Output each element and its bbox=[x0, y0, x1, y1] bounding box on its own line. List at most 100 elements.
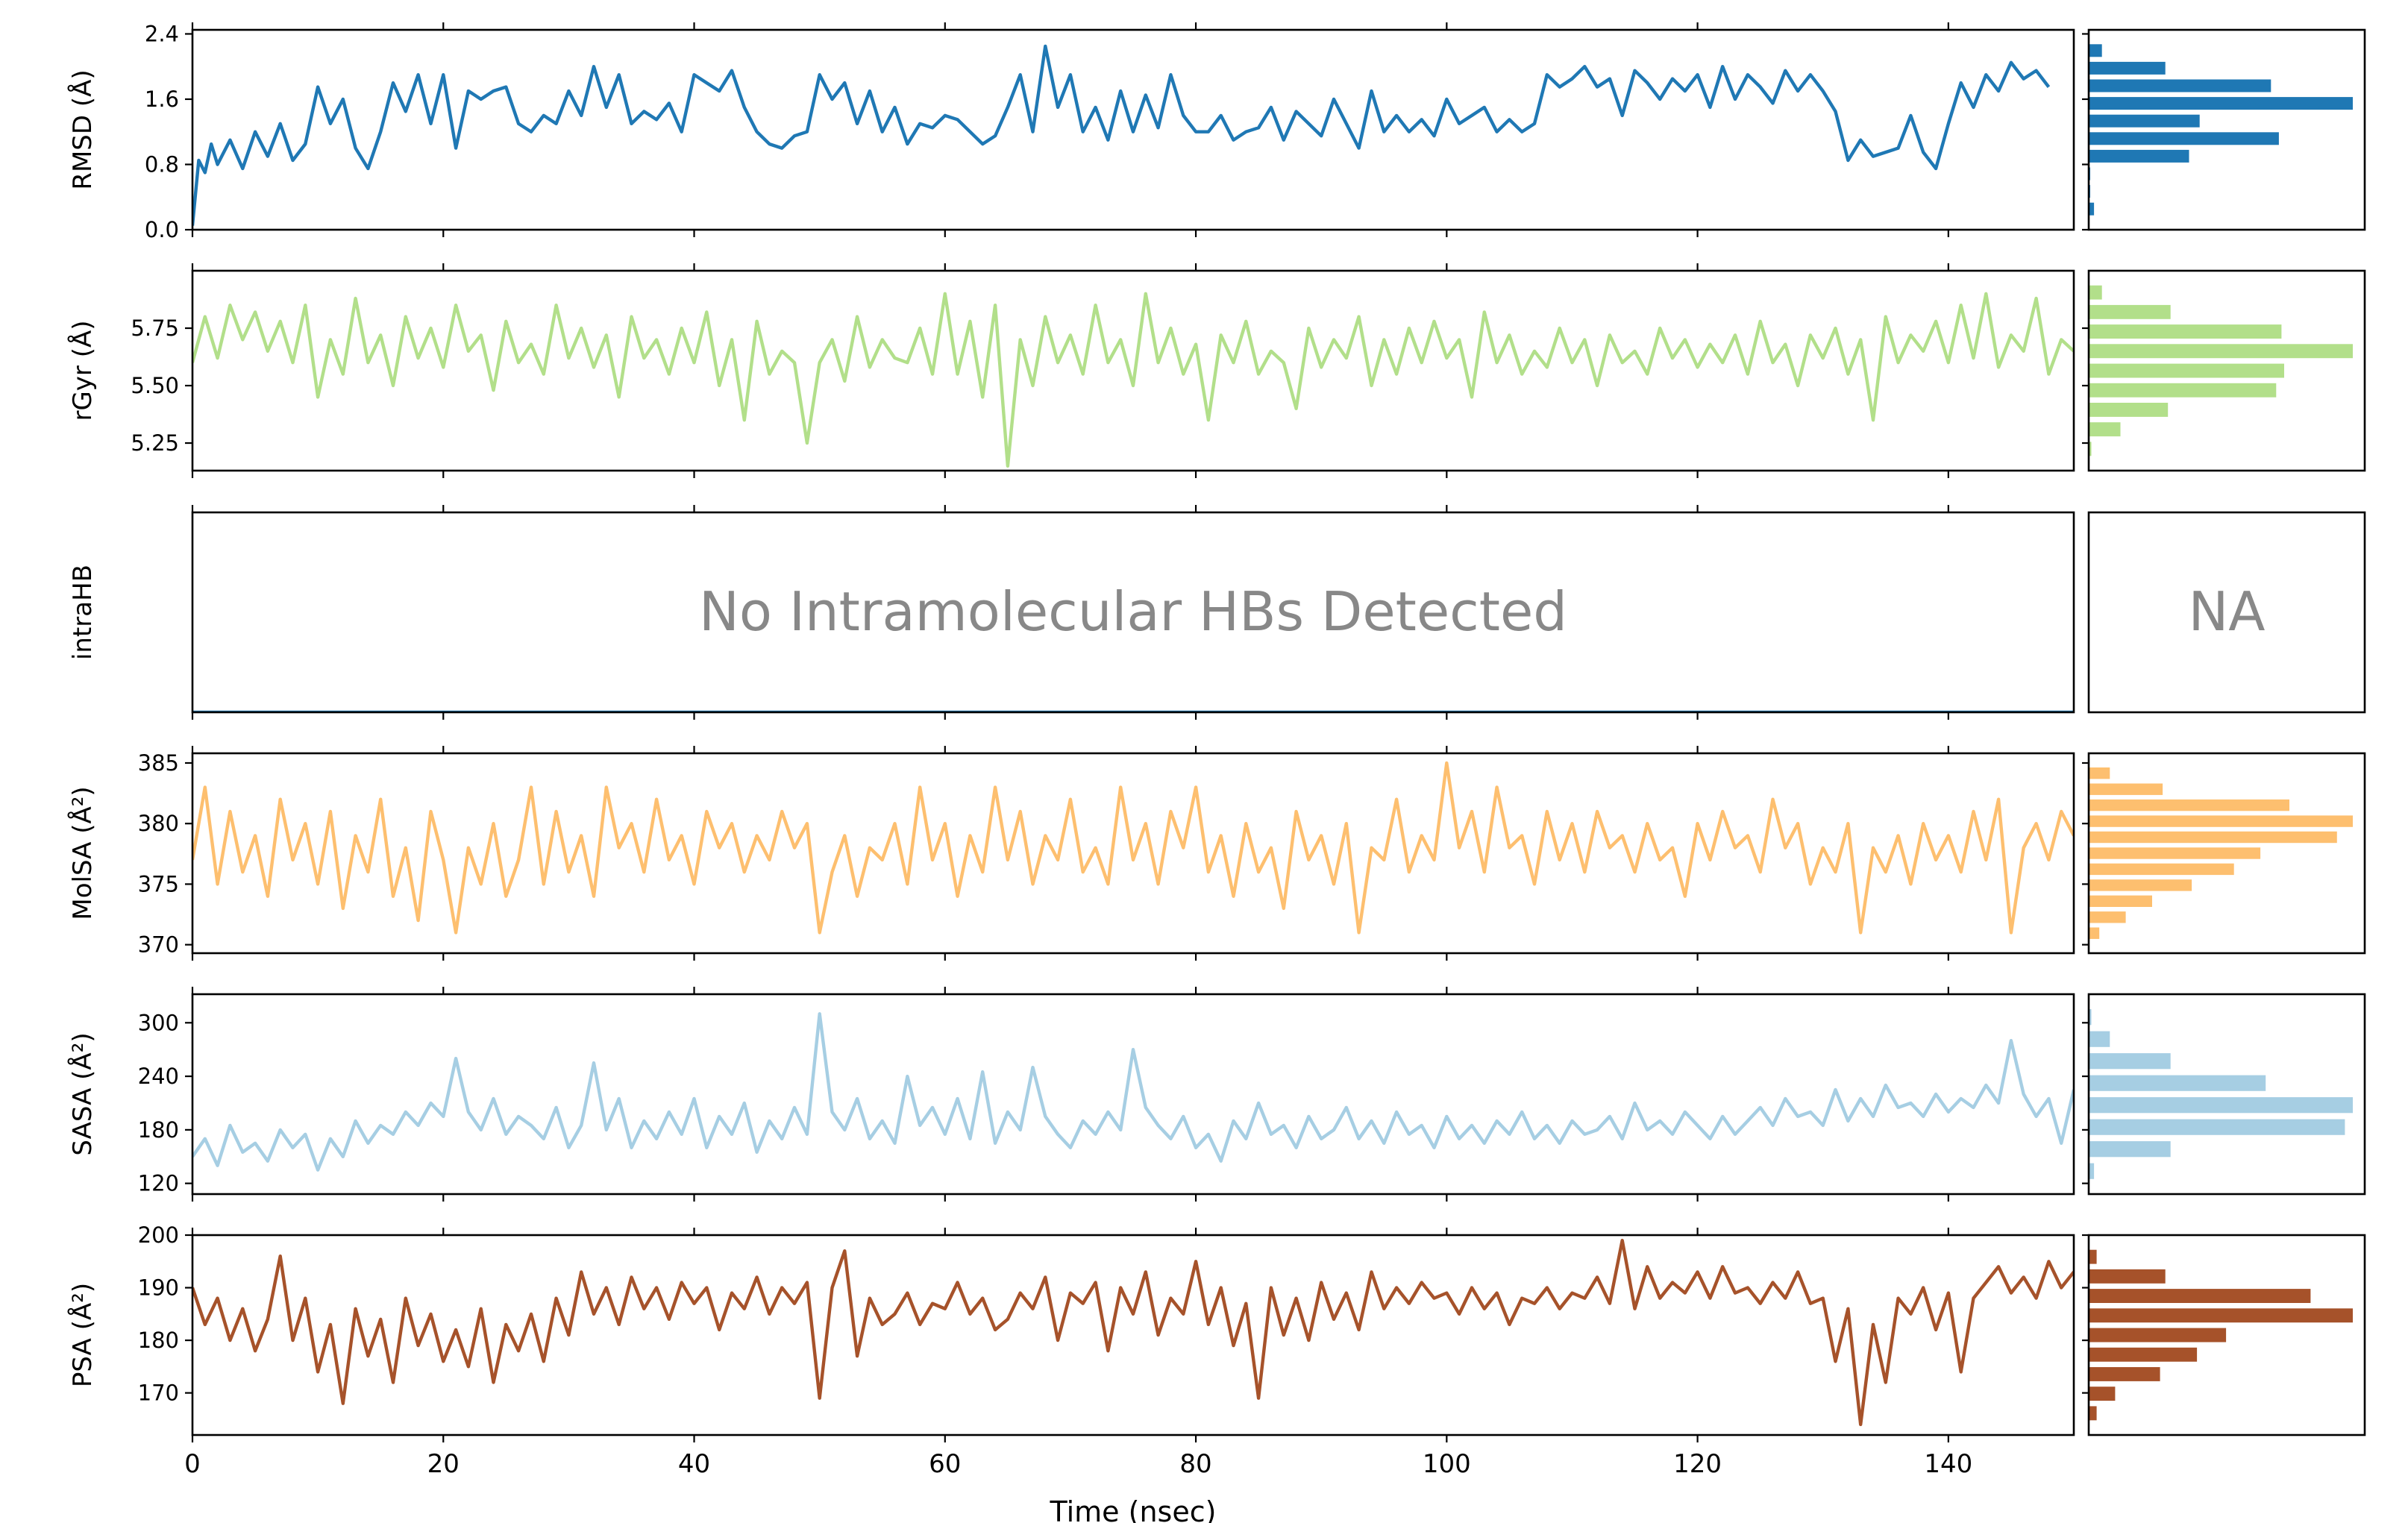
xtick-label: 120 bbox=[1673, 1449, 1722, 1479]
xtick-label: 0 bbox=[184, 1449, 201, 1479]
psa-hist-frame bbox=[2087, 1234, 2366, 1436]
molsa-hist-bar bbox=[2089, 783, 2163, 795]
sasa-ytick-label: 120 bbox=[138, 1171, 179, 1196]
rmsd-hist-bar bbox=[2089, 44, 2102, 57]
sasa-ytick-label: 240 bbox=[138, 1064, 179, 1089]
sasa-hist-bar bbox=[2089, 1141, 2171, 1158]
sasa-series-line bbox=[192, 1012, 2074, 1172]
rmsd-hist-bar bbox=[2089, 202, 2095, 216]
sasa-ytick-label: 300 bbox=[138, 1010, 179, 1035]
molsa-hist-bar bbox=[2089, 927, 2100, 939]
rgyr-series-line bbox=[192, 292, 2074, 468]
rgyr-hist-bar bbox=[2089, 304, 2171, 319]
panel-psa: 170 180 190 200 PSA (Å²) 0 20 40 60 80 100 120 140 bbox=[67, 1222, 2366, 1479]
xtick-label: 100 bbox=[1423, 1449, 1471, 1479]
sasa-hist-frame bbox=[2087, 993, 2366, 1196]
sasa-hist-bar bbox=[2089, 1097, 2353, 1114]
rmsd-ytick-label: 1.6 bbox=[145, 87, 179, 112]
xtick-label: 80 bbox=[1179, 1449, 1211, 1479]
molsa-hist-bar bbox=[2089, 799, 2289, 811]
rgyr-ytick-label: 5.50 bbox=[131, 373, 179, 398]
intrahb-hist-overlay-text: NA bbox=[2188, 580, 2265, 643]
molsa-hist-bar bbox=[2089, 879, 2192, 891]
psa-hist-bar bbox=[2089, 1308, 2353, 1323]
panel-rmsd: 0.0 0.8 1.6 2.4 RMSD (Å) bbox=[67, 21, 2366, 242]
rmsd-hist-bar bbox=[2089, 79, 2271, 92]
rgyr-hist-bar bbox=[2089, 422, 2121, 437]
psa-hist-bar bbox=[2089, 1249, 2097, 1264]
psa-ytick-label: 180 bbox=[138, 1328, 179, 1353]
sasa-ytick-label: 180 bbox=[138, 1117, 179, 1143]
rgyr-hist-bar bbox=[2089, 363, 2284, 378]
rmsd-hist-bar bbox=[2089, 114, 2200, 128]
psa-histogram bbox=[2082, 1234, 2366, 1436]
psa-hist-bar bbox=[2089, 1328, 2227, 1343]
rgyr-hist-bar bbox=[2089, 403, 2169, 417]
xtick-label: 140 bbox=[1924, 1449, 1972, 1479]
molsa-plot-frame bbox=[191, 752, 2075, 955]
intrahb-plot-frame bbox=[191, 511, 2075, 714]
molsa-hist-bar bbox=[2089, 767, 2110, 779]
sasa-hist-bar bbox=[2089, 1119, 2345, 1135]
rmsd-series-line bbox=[192, 44, 2051, 226]
rmsd-hist-frame bbox=[2087, 28, 2366, 231]
intrahb-ylabel: intraHB bbox=[68, 565, 98, 660]
psa-ylabel: PSA (Å²) bbox=[67, 1283, 98, 1387]
x-axis-label: Time (nsec) bbox=[1050, 1495, 1217, 1523]
molsa-ytick-label: 370 bbox=[138, 932, 179, 958]
xtick-label: 40 bbox=[678, 1449, 710, 1479]
molsa-ytick-label: 385 bbox=[138, 750, 179, 776]
molsa-hist-bar bbox=[2089, 847, 2261, 859]
rmsd-plot-frame bbox=[191, 28, 2075, 231]
rgyr-ytick-label: 5.25 bbox=[131, 430, 179, 456]
intrahb-hist-frame bbox=[2087, 511, 2366, 714]
molsa-ytick-label: 380 bbox=[138, 811, 179, 836]
sasa-hist-bar bbox=[2089, 1009, 2092, 1026]
sasa-plot-frame bbox=[191, 993, 2075, 1196]
panel-intrahb: intraHB No Intramolecular HBs Detected NA bbox=[68, 505, 2366, 720]
rmsd-hist-bar bbox=[2089, 97, 2353, 110]
panel-molsa: 370 375 380 385 MolSA (Å²) bbox=[67, 746, 2366, 961]
rmsd-hist-bar bbox=[2089, 61, 2166, 75]
molsa-ytick-label: 375 bbox=[138, 871, 179, 896]
molsa-hist-bar bbox=[2089, 815, 2353, 827]
rgyr-ylabel: rGyr (Å) bbox=[67, 320, 98, 421]
rgyr-hist-frame bbox=[2087, 269, 2366, 472]
psa-series-line bbox=[192, 1238, 2074, 1427]
molsa-histogram bbox=[2082, 752, 2366, 955]
rmsd-histogram bbox=[2082, 28, 2366, 231]
molsa-hist-bar bbox=[2089, 911, 2126, 923]
psa-ytick-label: 170 bbox=[138, 1381, 179, 1406]
psa-hist-bar bbox=[2089, 1406, 2097, 1421]
molsa-hist-frame bbox=[2087, 752, 2366, 955]
rmsd-ylabel: RMSD (Å) bbox=[67, 69, 98, 189]
rmsd-ytick-label: 2.4 bbox=[145, 21, 179, 46]
molsa-hist-bar bbox=[2089, 863, 2234, 876]
psa-ytick-label: 190 bbox=[138, 1275, 179, 1301]
rgyr-histogram bbox=[2082, 269, 2366, 472]
rgyr-hist-bar bbox=[2089, 324, 2282, 339]
psa-ytick-label: 200 bbox=[138, 1222, 179, 1248]
panel-rgyr: 5.25 5.50 5.75 rGyr (Å) bbox=[67, 263, 2366, 478]
rmsd-ytick-label: 0.0 bbox=[145, 217, 179, 242]
panel-sasa: 120 180 240 300 SASA (Å²) bbox=[67, 987, 2366, 1202]
intrahb-overlay-text: No Intramolecular HBs Detected bbox=[699, 580, 1567, 643]
rgyr-hist-bar bbox=[2089, 344, 2353, 359]
rgyr-ytick-label: 5.75 bbox=[131, 315, 179, 341]
panels-layer: 0.0 0.8 1.6 2.4 RMSD (Å) 5.25 5.50 5.75 rGyr (Å)… bbox=[67, 21, 2366, 1479]
rgyr-hist-bar bbox=[2089, 285, 2102, 300]
psa-hist-bar bbox=[2089, 1347, 2198, 1362]
intrahb-histogram: NA bbox=[2087, 511, 2366, 714]
xtick-label: 60 bbox=[929, 1449, 961, 1479]
rgyr-hist-bar bbox=[2089, 442, 2092, 456]
rmsd-hist-bar bbox=[2089, 132, 2279, 145]
sasa-ylabel: SASA (Å²) bbox=[67, 1032, 98, 1155]
molsa-series-line bbox=[192, 761, 2074, 935]
psa-hist-bar bbox=[2089, 1367, 2160, 1381]
xtick-label: 20 bbox=[427, 1449, 460, 1479]
rgyr-hist-bar bbox=[2089, 383, 2277, 398]
molsa-hist-bar bbox=[2089, 895, 2152, 907]
psa-hist-bar bbox=[2089, 1289, 2311, 1303]
psa-hist-bar bbox=[2089, 1387, 2116, 1401]
rgyr-plot-frame bbox=[191, 269, 2075, 472]
